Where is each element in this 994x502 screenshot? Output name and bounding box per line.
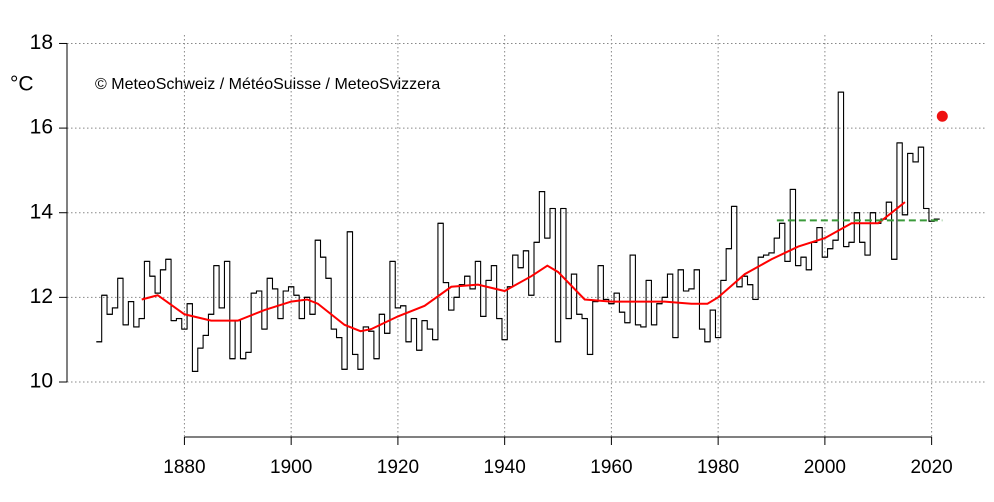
x-tick-label: 1900	[270, 457, 312, 478]
y-tick-label: 10	[30, 370, 53, 393]
y-tick-label: 16	[30, 116, 53, 139]
y-tick-label: 12	[30, 285, 53, 308]
step-connector	[96, 91, 940, 372]
x-tick-label: 1940	[484, 457, 526, 478]
x-tick-label: 1960	[590, 457, 632, 478]
annotation: © MeteoSchweiz / MétéoSuisse / MeteoSviz…	[95, 76, 440, 93]
x-tick-label: 1880	[163, 457, 205, 478]
x-tick-label: 2000	[804, 457, 846, 478]
y-axis-label: °C	[10, 73, 34, 96]
x-tick-label: 1980	[697, 457, 739, 478]
current-point	[936, 110, 948, 122]
y-tick-label: 18	[30, 31, 53, 54]
y-tick-label: 14	[30, 200, 54, 223]
x-tick-label: 1920	[377, 457, 419, 478]
smoothed-line	[141, 201, 906, 333]
x-tick-label: 2020	[910, 457, 952, 478]
